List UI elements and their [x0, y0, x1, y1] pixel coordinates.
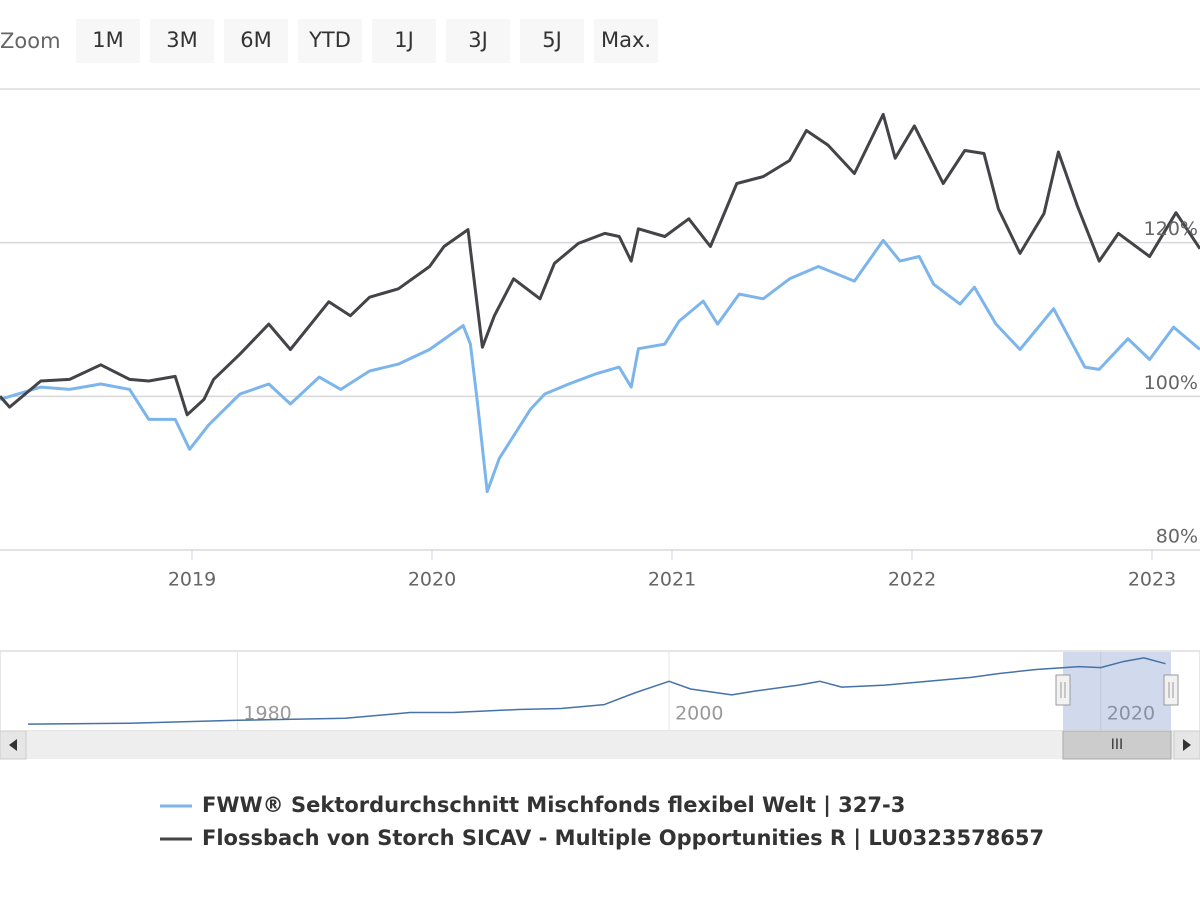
- scrollbar-track[interactable]: [0, 731, 1200, 759]
- y-tick-label: 100%: [1144, 372, 1198, 394]
- zoom-button-label: 6M: [240, 28, 271, 52]
- x-tick-label: 2023: [1128, 569, 1176, 591]
- zoom-button-label: 1M: [92, 28, 123, 52]
- zoom-button-label: 5J: [542, 28, 562, 52]
- navigator-tick-label: 1980: [243, 703, 291, 725]
- y-tick-label: 120%: [1144, 218, 1198, 240]
- zoom-button-label: 3M: [166, 28, 197, 52]
- y-tick-label: 80%: [1156, 526, 1198, 548]
- navigator-tick-label: 2020: [1107, 703, 1155, 725]
- zoom-button[interactable]: [76, 19, 140, 63]
- series-line: [0, 238, 1200, 494]
- zoom-button-label: 1J: [394, 28, 414, 52]
- zoom-button[interactable]: [298, 19, 362, 63]
- x-tick-label: 2019: [168, 569, 216, 591]
- navigator-line: [28, 657, 1166, 725]
- navigator-frame: [0, 650, 1200, 732]
- zoom-label: Zoom: [0, 29, 61, 53]
- zoom-button[interactable]: [594, 19, 658, 63]
- legend-label[interactable]: FWW® Sektordurchschnitt Mischfonds flexi…: [202, 793, 905, 818]
- zoom-button[interactable]: [224, 19, 288, 63]
- navigator-handle[interactable]: [1055, 674, 1071, 706]
- series-line: [0, 112, 1200, 417]
- zoom-button-label: YTD: [308, 28, 351, 52]
- x-tick-label: 2020: [408, 569, 456, 591]
- scrollbar-thumb[interactable]: [1062, 730, 1172, 760]
- x-tick-label: 2021: [648, 569, 696, 591]
- zoom-button-label: 3J: [468, 28, 488, 52]
- navigator-tick-label: 2000: [675, 703, 723, 725]
- scrollbar-grip: III: [1111, 737, 1123, 753]
- zoom-button-label: Max.: [601, 28, 651, 52]
- zoom-button[interactable]: [446, 19, 510, 63]
- scroll-right-arrow: [1183, 739, 1191, 751]
- zoom-button[interactable]: [372, 19, 436, 63]
- legend-label[interactable]: Flossbach von Storch SICAV - Multiple Op…: [202, 826, 1044, 851]
- x-tick-label: 2022: [888, 569, 936, 591]
- navigator-selection: [1063, 652, 1171, 730]
- zoom-button[interactable]: [150, 19, 214, 63]
- scroll-left-arrow: [9, 739, 17, 751]
- zoom-button[interactable]: [520, 19, 584, 63]
- navigator-handle[interactable]: [1163, 674, 1179, 706]
